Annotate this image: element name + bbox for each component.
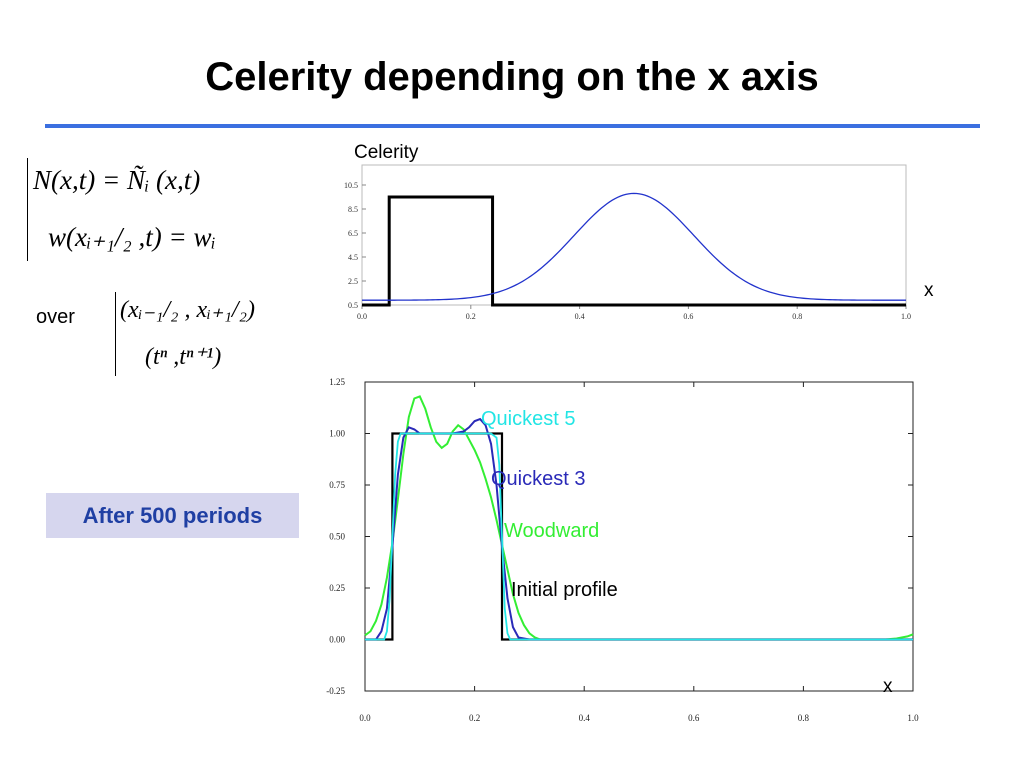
x-tick-label: 0.4	[575, 312, 585, 321]
initial-profile-line	[365, 432, 913, 641]
x-tick-label: 0.8	[792, 312, 802, 321]
interval-x-range: (xᵢ₋₁/₂ , xᵢ₊₁/₂)	[120, 297, 255, 323]
series-label-quickest-5: Quickest 5	[481, 408, 575, 430]
x-axis-label: x	[883, 676, 893, 697]
x-tick-label: 0.0	[359, 713, 371, 723]
quickest-5-line	[365, 432, 913, 641]
y-tick-label: 0.75	[329, 480, 345, 490]
x-tick-label: 0.8	[798, 713, 810, 723]
series-label-initial-profile: Initial profile	[511, 579, 618, 601]
slide-title: Celerity depending on the x axis	[205, 55, 819, 99]
step-celerity-line	[362, 195, 906, 307]
x-tick-label: 0.2	[466, 312, 476, 321]
gaussian-celerity-line	[361, 192, 907, 301]
y-tick-label: 0.00	[329, 635, 345, 645]
x-tick-label: 0.4	[579, 713, 591, 723]
series-label-woodward: Woodward	[504, 520, 599, 542]
x-tick-label: 0.6	[683, 312, 693, 321]
y-tick-label: 10.5	[344, 181, 358, 190]
y-tick-label: 0.5	[348, 301, 358, 310]
x-tick-label: 0.6	[688, 713, 700, 723]
interval-bracket	[115, 292, 116, 376]
x-tick-label: 1.0	[901, 312, 911, 321]
y-tick-label: 2.5	[348, 277, 358, 286]
y-tick-label: 8.5	[348, 205, 358, 214]
y-tick-label: 0.25	[329, 583, 345, 593]
profile-chart: 1.25 1.00 0.75 0.50 0.25 0.00 -0.25 0.0 0.2 0.4 0.…	[310, 370, 960, 735]
y-tick-label: -0.25	[326, 686, 345, 696]
y-tick-label: 1.00	[329, 429, 345, 439]
y-tick-label: 6.5	[348, 229, 358, 238]
plot-frame	[364, 381, 914, 692]
x-axis-label: x	[924, 280, 934, 301]
title-underline	[45, 124, 980, 128]
plot-frame	[361, 164, 907, 306]
y-tick-label: 1.25	[329, 377, 345, 387]
y-axis-label: Celerity	[354, 142, 419, 163]
profile-chart-svg: 1.25 1.00 0.75 0.50 0.25 0.00 -0.25 0.0 0.2 0.4 0.…	[326, 377, 919, 723]
celerity-chart: Celerity x 0.5 2.5 4.5 6.5 8.5 10.5 0.0 0.2 0.4 0.6…	[310, 135, 950, 335]
equation-bracket	[27, 158, 28, 261]
quickest-3-line	[365, 417, 913, 641]
x-tick-label: 1.0	[907, 713, 919, 723]
after-500-periods-box: After 500 periods	[46, 493, 299, 538]
series-label-quickest-3: Quickest 3	[491, 468, 585, 490]
equation-line-2: w(xᵢ₊₁/₂ ,t) = wᵢ	[48, 222, 216, 252]
x-tick-label: 0.0	[357, 312, 367, 321]
y-tick-label: 4.5	[348, 253, 358, 262]
over-label: over	[36, 306, 75, 328]
y-tick-label: 0.50	[329, 532, 345, 542]
celerity-chart-svg: Celerity x 0.5 2.5 4.5 6.5 8.5 10.5 0.0 0.2 0.4 0.6…	[344, 142, 934, 321]
equation-line-1: N(x,t) = Ñᵢ (x,t)	[33, 165, 201, 195]
x-tick-label: 0.2	[469, 713, 480, 723]
interval-t-range: (tⁿ ,tⁿ⁺¹)	[145, 344, 222, 370]
